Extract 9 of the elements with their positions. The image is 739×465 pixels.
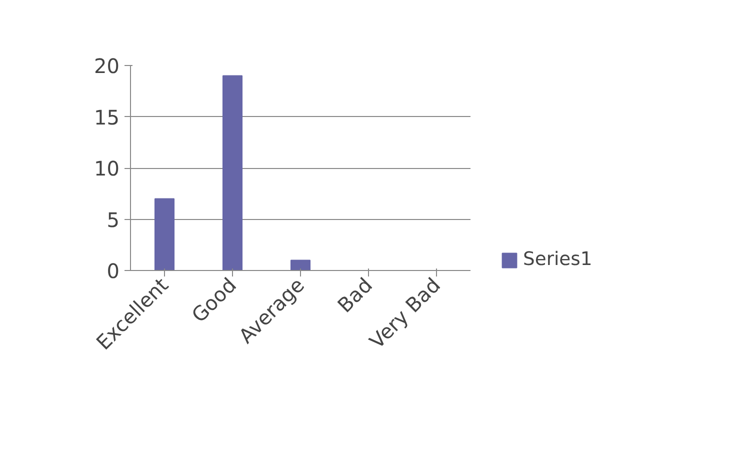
bar — [222, 75, 243, 270]
legend-label: Series1 — [523, 249, 592, 270]
y-tick-label: 5 — [106, 208, 120, 232]
y-tick-label: 0 — [106, 259, 120, 283]
y-tick-label: 20 — [94, 54, 120, 78]
y-tick-label: 15 — [94, 105, 120, 130]
y-tick-label: 10 — [94, 156, 120, 180]
bar — [290, 260, 311, 270]
bar — [154, 198, 175, 270]
